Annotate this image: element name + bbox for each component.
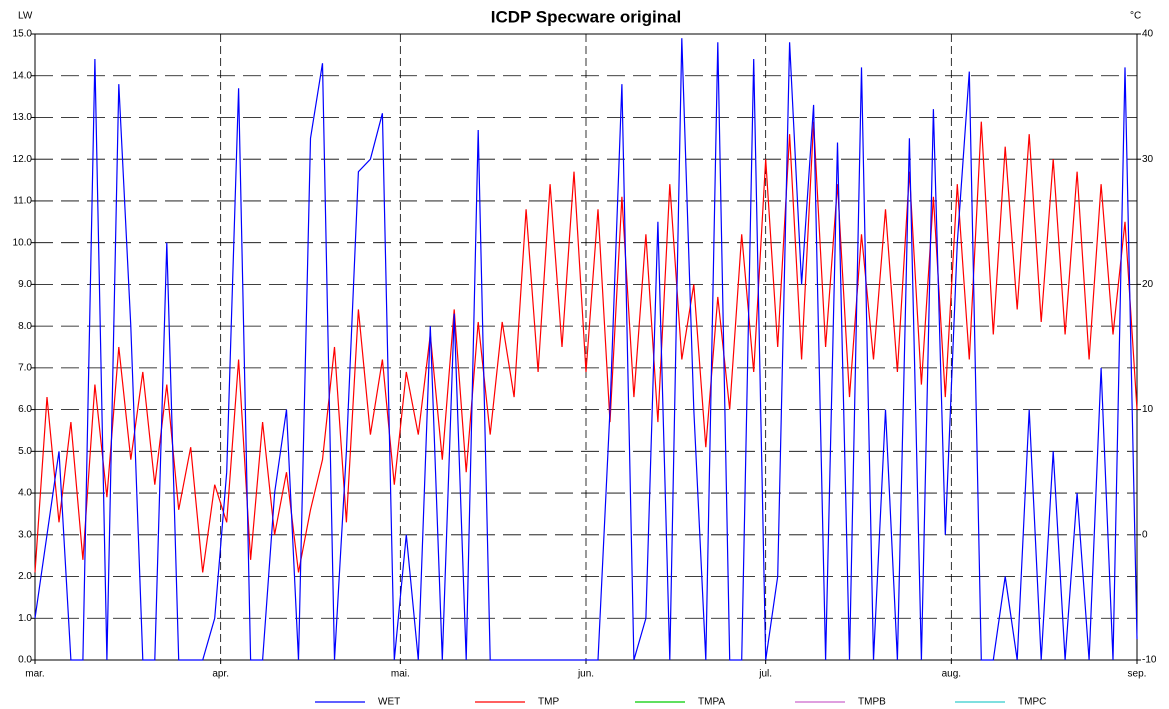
x-tick-label: aug. <box>942 669 961 680</box>
y-axis-label: LW <box>18 11 33 22</box>
y2-tick-label: 40 <box>1142 29 1154 40</box>
y-tick-label: 10.0 <box>13 237 33 248</box>
y-tick-label: 13.0 <box>13 112 33 123</box>
chart-title: ICDP Specware original <box>491 7 682 26</box>
y2-tick-label: -10 <box>1142 655 1157 666</box>
x-tick-label: sep. <box>1128 669 1147 680</box>
x-tick-label: apr. <box>212 669 229 680</box>
y2-tick-label: 0 <box>1142 529 1148 540</box>
y2-tick-label: 30 <box>1142 154 1154 165</box>
series-line <box>34 121 1138 573</box>
y2-tick-label: 20 <box>1142 279 1154 290</box>
y-tick-label: 9.0 <box>18 279 32 290</box>
y2-axis-label: °C <box>1130 11 1141 22</box>
y-tick-label: 11.0 <box>13 196 32 207</box>
y-tick-label: 2.0 <box>18 571 32 582</box>
y-tick-label: 6.0 <box>18 404 32 415</box>
legend-label: TMPC <box>1018 697 1046 708</box>
x-tick-label: jun. <box>577 669 594 680</box>
y-tick-label: 15.0 <box>13 29 33 40</box>
legend-label: TMP <box>538 697 559 708</box>
y2-tick-label: 10 <box>1142 404 1154 415</box>
x-tick-label: jul. <box>758 669 772 680</box>
x-tick-label: mar. <box>25 669 44 680</box>
y-tick-label: 4.0 <box>18 488 32 499</box>
y-tick-label: 5.0 <box>18 446 32 457</box>
series-line <box>34 38 1138 661</box>
y-tick-label: 1.0 <box>18 613 32 624</box>
legend-label: TMPA <box>698 697 725 708</box>
y-tick-label: 14.0 <box>13 70 33 81</box>
legend-label: TMPB <box>858 697 886 708</box>
y-tick-label: 7.0 <box>18 363 32 374</box>
y-tick-label: 8.0 <box>18 321 32 332</box>
y-tick-label: 0.0 <box>18 655 32 666</box>
y-tick-label: 12.0 <box>13 154 33 165</box>
legend-label: WET <box>378 697 400 708</box>
y-tick-label: 3.0 <box>18 529 32 540</box>
x-tick-label: mai. <box>391 669 410 680</box>
